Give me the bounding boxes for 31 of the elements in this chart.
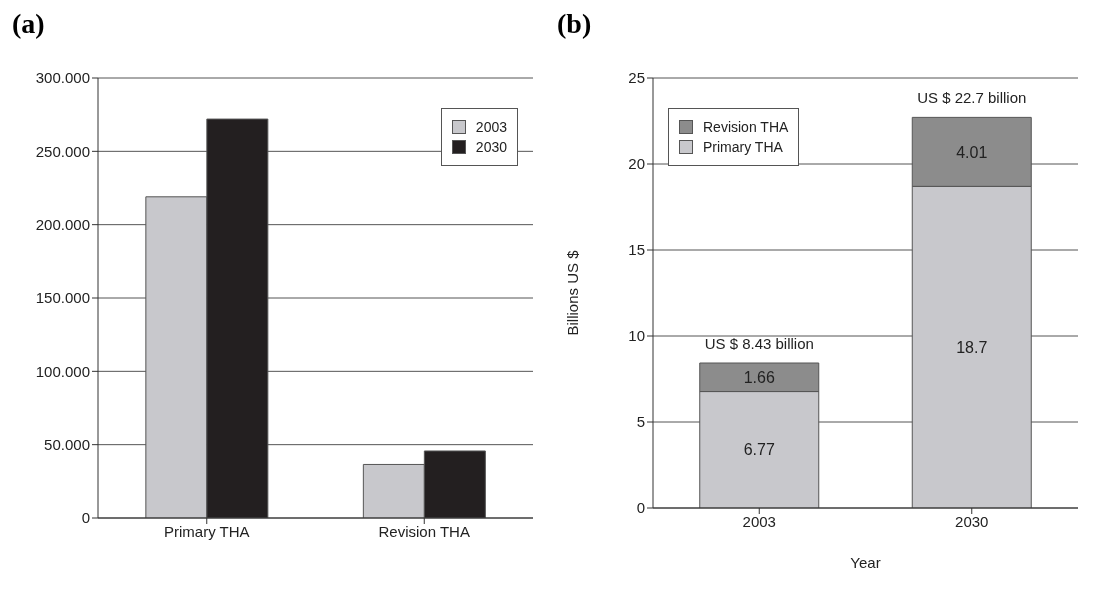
y-tick-label: 20 <box>628 155 645 173</box>
y-tick-label: 100.000 <box>35 362 90 380</box>
x-axis-title: Year <box>850 554 881 571</box>
y-tick-label: 50.000 <box>44 435 90 453</box>
chart-title: (b) <box>557 8 592 40</box>
x-tick-label: 2030 <box>955 512 989 530</box>
chart-title: (a) <box>12 8 45 40</box>
legend-label: Primary THA <box>703 139 783 155</box>
y-tick-label: 25 <box>628 69 645 87</box>
legend-label: 2030 <box>475 139 507 155</box>
data-label: 6.77 <box>743 441 775 459</box>
y-tick-label: 200.000 <box>35 215 90 233</box>
total-label: US $ 22.7 billion <box>917 89 1027 107</box>
y-tick-label: 5 <box>636 413 645 431</box>
data-label: 4.01 <box>956 143 988 161</box>
y-tick-label: 15 <box>628 241 645 259</box>
legend-label: Revision THA <box>703 119 789 135</box>
legend-label: 2003 <box>475 119 507 135</box>
y-tick-label: 0 <box>81 509 90 527</box>
y-tick-label: 10 <box>628 327 645 345</box>
y-tick-label: 300.000 <box>35 69 90 87</box>
total-label: US $ 8.43 billion <box>704 335 814 352</box>
y-tick-label: 250.000 <box>35 142 90 160</box>
x-tick-label: 2003 <box>742 512 776 530</box>
y-tick-label: 150.000 <box>35 289 90 307</box>
y-tick-label: 0 <box>636 499 645 517</box>
x-tick-label: Revision THA <box>378 522 470 540</box>
x-tick-label: Primary THA <box>163 522 250 540</box>
data-label: 1.66 <box>743 368 775 386</box>
data-label: 18.7 <box>956 338 988 356</box>
y-axis-title: Billions US $ <box>564 249 582 336</box>
